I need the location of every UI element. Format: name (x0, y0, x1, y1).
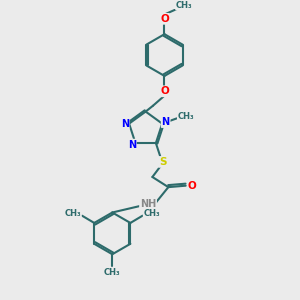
Text: O: O (160, 14, 169, 24)
Text: CH₃: CH₃ (176, 1, 193, 10)
Text: NH: NH (140, 199, 156, 209)
Text: CH₃: CH₃ (178, 112, 194, 121)
Text: N: N (162, 117, 170, 127)
Text: CH₃: CH₃ (143, 209, 160, 218)
Text: N: N (128, 140, 136, 149)
Text: CH₃: CH₃ (104, 268, 121, 277)
Text: N: N (121, 118, 129, 129)
Text: CH₃: CH₃ (64, 209, 81, 218)
Text: O: O (160, 86, 169, 96)
Text: O: O (188, 181, 197, 191)
Text: S: S (159, 157, 166, 167)
